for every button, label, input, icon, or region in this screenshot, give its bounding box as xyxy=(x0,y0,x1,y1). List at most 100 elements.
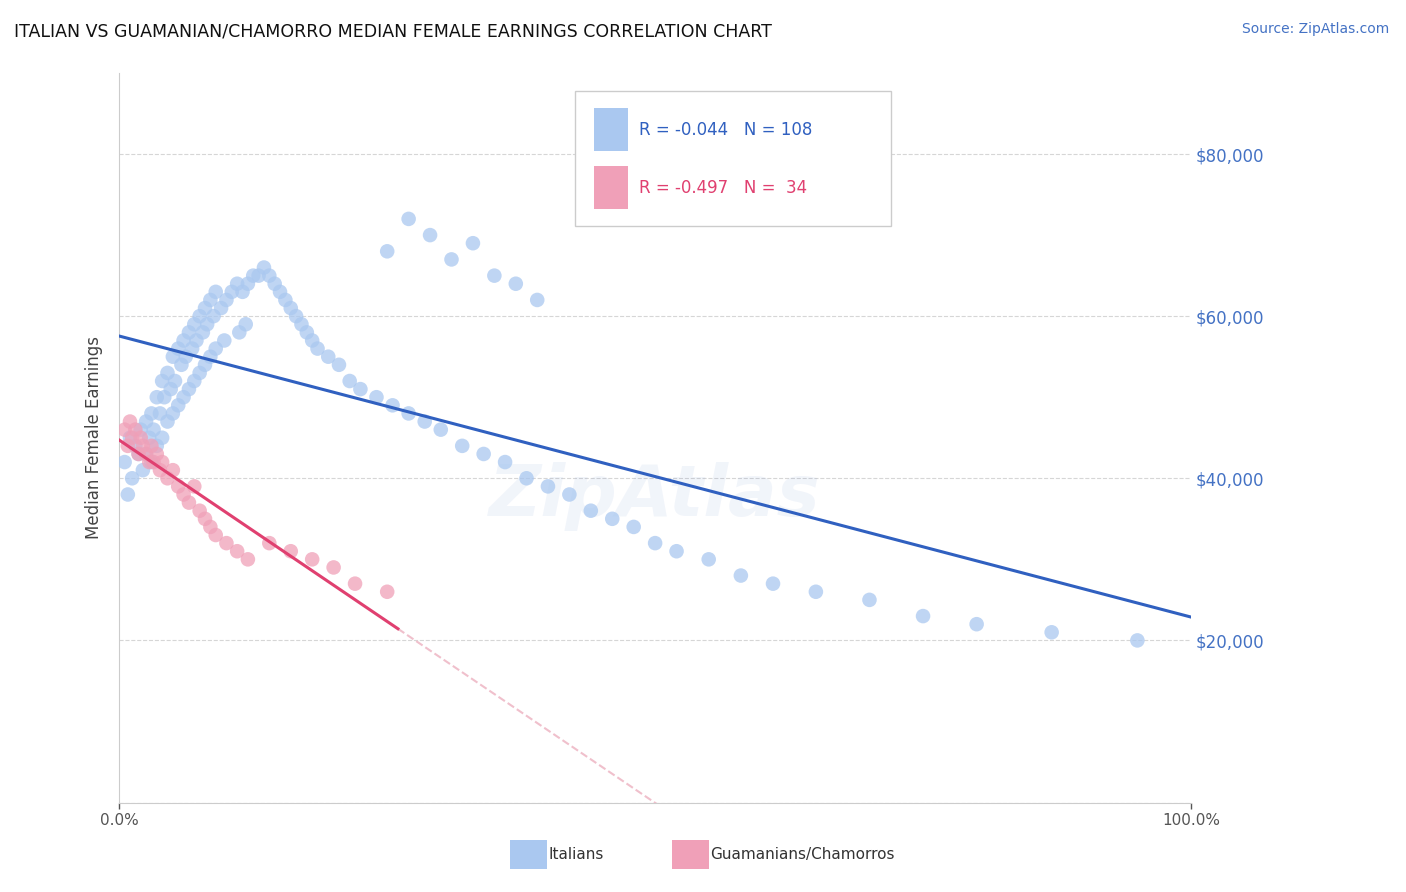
Text: ITALIAN VS GUAMANIAN/CHAMORRO MEDIAN FEMALE EARNINGS CORRELATION CHART: ITALIAN VS GUAMANIAN/CHAMORRO MEDIAN FEM… xyxy=(14,22,772,40)
Point xyxy=(858,593,880,607)
Point xyxy=(1040,625,1063,640)
Point xyxy=(149,463,172,477)
Point xyxy=(191,326,214,340)
Point xyxy=(461,236,484,251)
Point xyxy=(186,334,208,348)
Point xyxy=(174,350,197,364)
Point xyxy=(209,301,232,315)
Point xyxy=(163,374,186,388)
Point xyxy=(142,455,165,469)
Point xyxy=(295,326,318,340)
Text: Italians: Italians xyxy=(548,847,603,862)
Point xyxy=(124,423,146,437)
Point xyxy=(183,374,205,388)
Point xyxy=(177,495,200,509)
Point xyxy=(430,423,453,437)
Point xyxy=(226,277,249,291)
Point xyxy=(398,211,420,226)
Point xyxy=(214,334,236,348)
Point xyxy=(121,471,143,485)
Point xyxy=(966,617,988,632)
Point xyxy=(135,415,157,429)
Point xyxy=(121,431,143,445)
Point xyxy=(236,277,259,291)
Point xyxy=(451,439,474,453)
Point xyxy=(665,544,688,558)
Point xyxy=(253,260,276,275)
Point xyxy=(344,576,367,591)
Point xyxy=(623,520,645,534)
Y-axis label: Median Female Earnings: Median Female Earnings xyxy=(86,336,103,540)
Point xyxy=(156,415,179,429)
Point xyxy=(114,455,136,469)
Point xyxy=(484,268,506,283)
Point xyxy=(128,447,150,461)
Point xyxy=(146,390,169,404)
Point xyxy=(215,536,238,550)
Point xyxy=(339,374,361,388)
Point xyxy=(188,504,211,518)
Point xyxy=(141,439,163,453)
Point xyxy=(141,455,163,469)
Point xyxy=(181,342,204,356)
Point xyxy=(301,334,323,348)
Point xyxy=(162,406,184,420)
Point xyxy=(375,244,398,259)
Point xyxy=(167,398,190,412)
Point xyxy=(322,560,344,574)
Point xyxy=(804,584,827,599)
Point xyxy=(301,552,323,566)
Point xyxy=(697,552,720,566)
Point xyxy=(526,293,548,307)
Point xyxy=(375,584,398,599)
Point xyxy=(177,326,200,340)
Point xyxy=(215,293,238,307)
Text: Source: ZipAtlas.com: Source: ZipAtlas.com xyxy=(1241,22,1389,37)
Point xyxy=(150,374,173,388)
Point xyxy=(316,350,339,364)
Point xyxy=(285,309,308,323)
Point xyxy=(236,552,259,566)
Point xyxy=(117,439,139,453)
Point xyxy=(381,398,404,412)
Point xyxy=(200,293,222,307)
Point xyxy=(132,439,155,453)
Point xyxy=(247,268,270,283)
Point xyxy=(129,423,152,437)
Point xyxy=(472,447,495,461)
Point xyxy=(156,471,179,485)
Point xyxy=(177,382,200,396)
Point xyxy=(200,350,222,364)
Point xyxy=(242,268,264,283)
Point xyxy=(135,447,157,461)
Point xyxy=(1126,633,1149,648)
Point xyxy=(195,318,218,332)
Text: R = -0.497   N =  34: R = -0.497 N = 34 xyxy=(640,178,807,196)
Point xyxy=(398,406,420,420)
Point xyxy=(135,447,157,461)
Point xyxy=(128,447,150,461)
Point xyxy=(762,576,785,591)
Point xyxy=(226,544,249,558)
Point xyxy=(263,277,285,291)
Point xyxy=(156,366,179,380)
Point xyxy=(138,431,160,445)
Point xyxy=(280,544,302,558)
Point xyxy=(204,528,226,542)
Point xyxy=(579,504,602,518)
Point xyxy=(600,512,623,526)
FancyBboxPatch shape xyxy=(595,167,628,210)
FancyBboxPatch shape xyxy=(595,108,628,151)
Point xyxy=(117,487,139,501)
Point xyxy=(235,318,257,332)
Point xyxy=(138,455,160,469)
Point xyxy=(202,309,225,323)
Point xyxy=(162,350,184,364)
Point xyxy=(440,252,463,267)
Point xyxy=(259,268,281,283)
Point xyxy=(221,285,243,299)
Point xyxy=(204,342,226,356)
Point xyxy=(228,326,250,340)
Point xyxy=(188,309,211,323)
Point xyxy=(132,463,155,477)
